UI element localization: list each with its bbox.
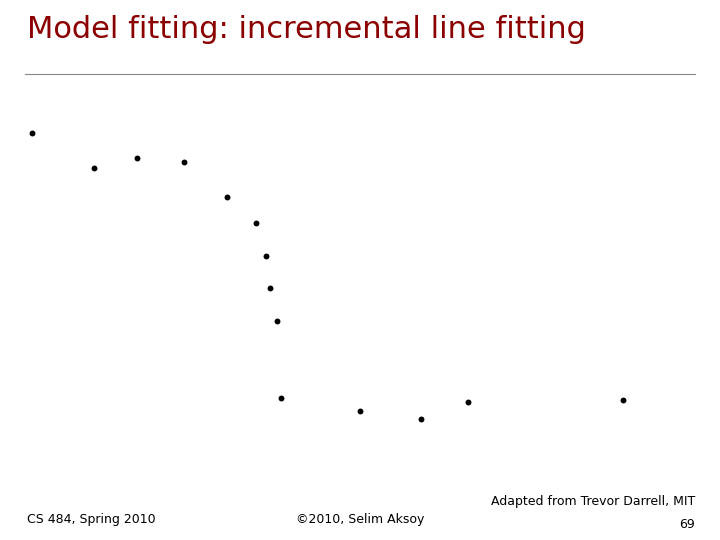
Point bbox=[275, 394, 287, 403]
Point bbox=[462, 398, 474, 407]
Point bbox=[354, 406, 366, 415]
Point bbox=[617, 396, 629, 404]
Point bbox=[415, 414, 427, 423]
Point bbox=[261, 251, 272, 260]
Text: Model fitting: incremental line fitting: Model fitting: incremental line fitting bbox=[27, 15, 586, 44]
Point bbox=[131, 153, 143, 162]
Text: ©2010, Selim Aksoy: ©2010, Selim Aksoy bbox=[296, 513, 424, 526]
Point bbox=[27, 129, 38, 138]
Point bbox=[264, 284, 276, 293]
Point bbox=[88, 164, 99, 172]
Point bbox=[178, 158, 189, 166]
Text: Adapted from Trevor Darrell, MIT: Adapted from Trevor Darrell, MIT bbox=[490, 495, 695, 508]
Text: CS 484, Spring 2010: CS 484, Spring 2010 bbox=[27, 513, 156, 526]
Point bbox=[250, 219, 261, 227]
Point bbox=[271, 316, 283, 325]
Point bbox=[221, 192, 233, 201]
Text: 69: 69 bbox=[679, 518, 695, 531]
